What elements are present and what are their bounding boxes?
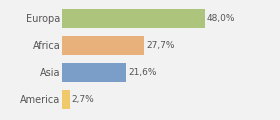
Text: 27,7%: 27,7% bbox=[146, 41, 175, 50]
Text: 2,7%: 2,7% bbox=[72, 95, 94, 104]
Bar bbox=[62, 63, 126, 82]
Text: 21,6%: 21,6% bbox=[128, 68, 157, 77]
Bar bbox=[62, 9, 205, 28]
Text: 48,0%: 48,0% bbox=[207, 14, 235, 23]
Bar bbox=[62, 90, 70, 109]
Bar bbox=[62, 36, 144, 55]
